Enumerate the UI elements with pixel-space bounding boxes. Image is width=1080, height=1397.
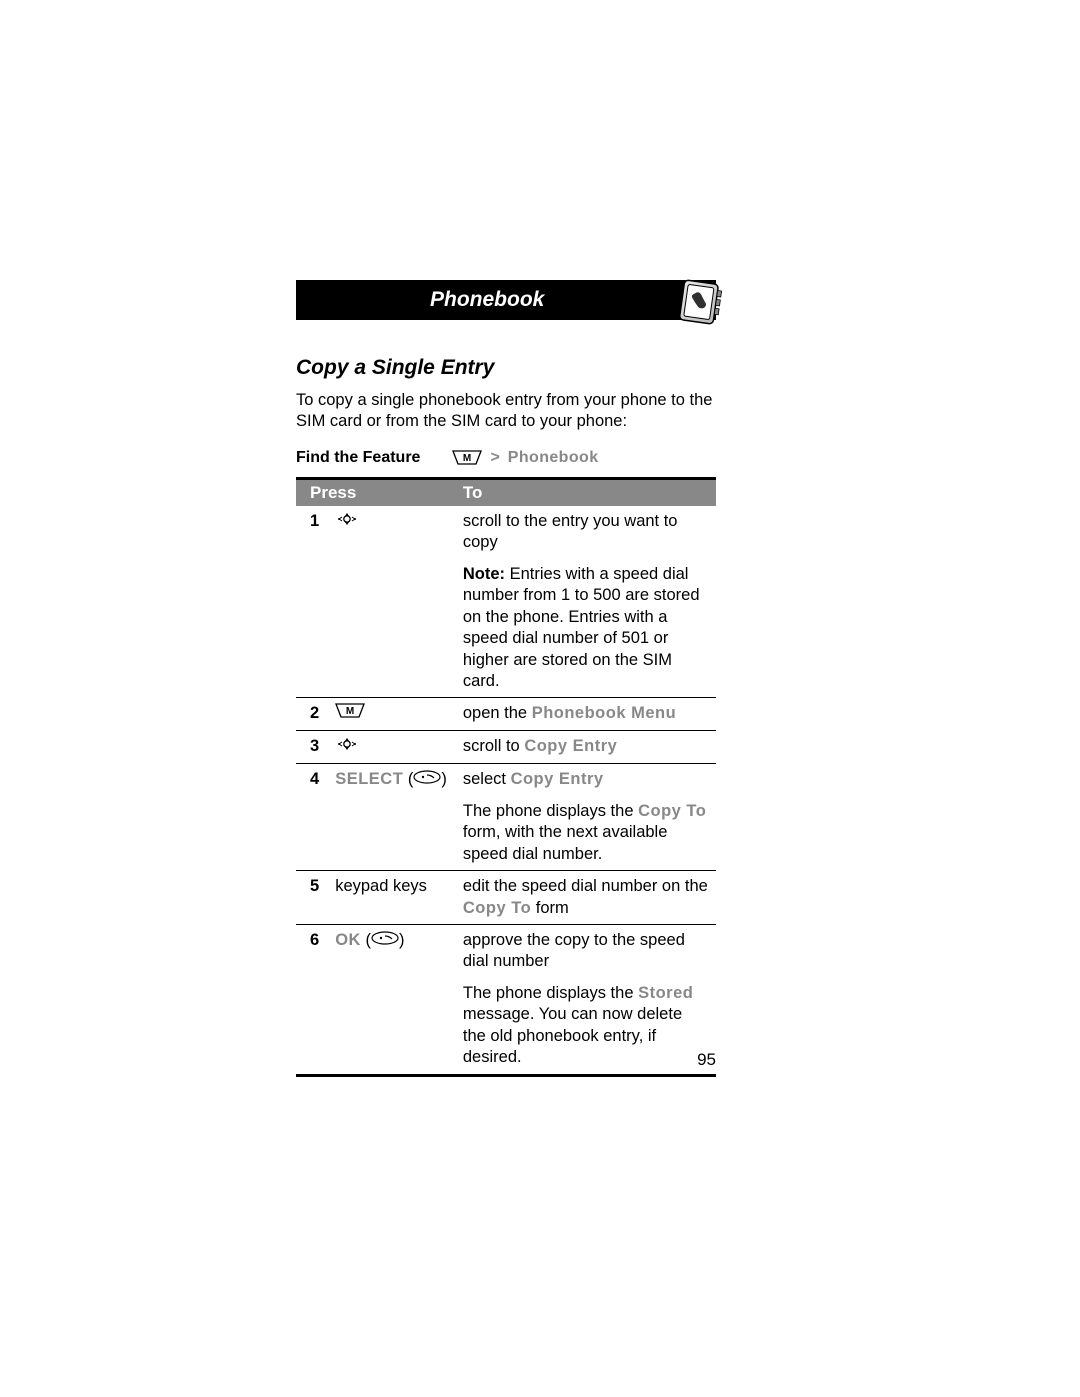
nav-scroll-icon	[335, 736, 359, 758]
section-intro: To copy a single phonebook entry from yo…	[296, 390, 716, 433]
step-number: 4	[296, 764, 327, 796]
steps-table: Press To 1 scroll to the entry you want …	[296, 477, 716, 1077]
softkey-label: SELECT	[335, 770, 403, 788]
step-press: M	[327, 698, 455, 730]
menu-key-icon: M	[452, 450, 482, 465]
softkey-icon	[371, 930, 399, 951]
svg-text:M: M	[463, 453, 471, 464]
manual-page: Phonebook Copy a Single Entry To copy a …	[296, 280, 716, 1077]
table-row: 3 scroll to Copy Entry	[296, 730, 716, 763]
path-separator: >	[490, 449, 499, 467]
table-row: 6 OK ( ) approve the copy to the speed d…	[296, 924, 716, 977]
chapter-title: Phonebook	[430, 288, 544, 312]
table-row: 2 M open the Phonebook Menu	[296, 698, 716, 730]
step-press	[327, 730, 455, 763]
col-press-header: Press	[296, 478, 455, 506]
find-feature-path: M > Phonebook	[452, 449, 598, 467]
step-press-empty	[327, 978, 455, 1075]
table-row: The phone displays the Stored message. Y…	[296, 978, 716, 1075]
menu-key-icon: M	[335, 703, 365, 718]
table-header-row: Press To	[296, 478, 716, 506]
phonebook-icon	[672, 274, 726, 328]
step-press: OK ( )	[327, 924, 455, 977]
step-number: 3	[296, 730, 327, 763]
step-number: 6	[296, 924, 327, 977]
table-row: 1 scroll to the entry you want to copy	[296, 506, 716, 559]
step-to: select Copy Entry	[455, 764, 716, 796]
step-to: scroll to Copy Entry	[455, 730, 716, 763]
step-press: SELECT ( )	[327, 764, 455, 796]
step-number-empty	[296, 796, 327, 871]
step-number: 1	[296, 506, 327, 559]
table-row: Note: Entries with a speed dial number f…	[296, 559, 716, 698]
step-press: keypad keys	[327, 871, 455, 925]
step-to-extra: Note: Entries with a speed dial number f…	[455, 559, 716, 698]
table-row: 4 SELECT ( ) select Copy Entry	[296, 764, 716, 796]
press-text: keypad keys	[335, 877, 427, 895]
nav-scroll-icon	[335, 511, 359, 533]
find-feature-label: Find the Feature	[296, 449, 420, 467]
chapter-title-bar: Phonebook	[296, 280, 716, 320]
step-to: open the Phonebook Menu	[455, 698, 716, 730]
step-number: 2	[296, 698, 327, 730]
path-phonebook: Phonebook	[508, 449, 599, 467]
step-press-empty	[327, 796, 455, 871]
col-to-header: To	[455, 478, 716, 506]
step-press-empty	[327, 559, 455, 698]
page-number: 95	[697, 1050, 716, 1070]
table-row: The phone displays the Copy To form, wit…	[296, 796, 716, 871]
table-row: 5 keypad keys edit the speed dial number…	[296, 871, 716, 925]
step-number-empty	[296, 978, 327, 1075]
step-number-empty	[296, 559, 327, 698]
softkey-icon	[413, 769, 441, 790]
step-to-extra: The phone displays the Copy To form, wit…	[455, 796, 716, 871]
section-heading: Copy a Single Entry	[296, 356, 716, 380]
step-to: approve the copy to the speed dial numbe…	[455, 924, 716, 977]
step-to: edit the speed dial number on the Copy T…	[455, 871, 716, 925]
step-number: 5	[296, 871, 327, 925]
step-press	[327, 506, 455, 559]
find-feature-row: Find the Feature M > Phonebook	[296, 449, 716, 467]
svg-text:M: M	[346, 706, 354, 717]
step-to: scroll to the entry you want to copy	[455, 506, 716, 559]
step-to-extra: The phone displays the Stored message. Y…	[455, 978, 716, 1075]
softkey-label: OK	[335, 931, 361, 949]
